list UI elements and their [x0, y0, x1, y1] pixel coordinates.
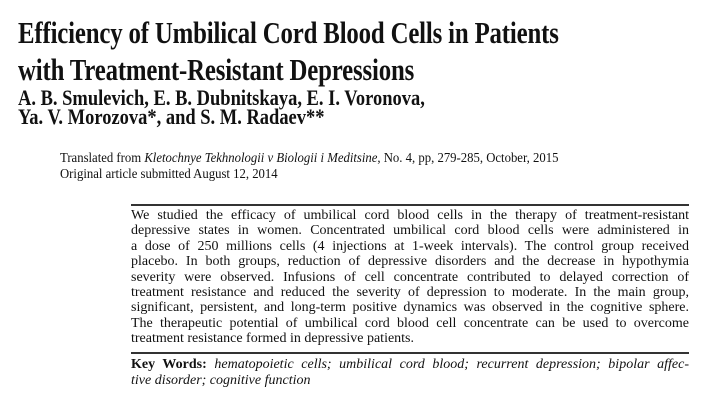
paper-title: Efficiency of Umbilical Cord Blood Cells…	[18, 14, 559, 88]
abstract-line: a dose of 250 millions cells (4 injectio…	[131, 238, 689, 254]
key-words-line: tive disorder; cognitive function	[131, 373, 689, 389]
abstract-top-rule	[131, 204, 689, 206]
abstract-line: treatment resistance formed in depressiv…	[131, 331, 415, 347]
title-line: Efficiency of Umbilical Cord Blood Cells…	[18, 15, 559, 50]
abstract-line: depressive states in women. Concentrated…	[131, 223, 689, 239]
abstract-line: placebo. In both groups, reduction of de…	[131, 254, 689, 270]
key-words-label: Key Words:	[131, 357, 207, 372]
abstract-line: treatment resistance and reduced the sev…	[131, 285, 689, 301]
abstract-line: severity were observed. Infusions of cel…	[131, 269, 689, 285]
author-line: Ya. V. Morozova*, and S. M. Radaev**	[18, 104, 325, 129]
abstract-bottom-rule	[131, 352, 689, 354]
abstract: We studied the efficacy of umbilical cor…	[131, 208, 689, 347]
translated-suffix: , No. 4, pp, 279-285, October, 2015	[377, 150, 559, 165]
translated-prefix: Translated from	[60, 150, 145, 165]
title-line: with Treatment-Resistant Depressions	[18, 52, 415, 87]
key-words-text: tive disorder; cognitive function	[131, 373, 311, 388]
abstract-line: significant, persistent, and long-term p…	[131, 300, 689, 316]
publication-info: Translated from Kletochnye Tekhnologii v…	[60, 150, 558, 182]
key-words: Key Words: hematopoietic cells; umbilica…	[131, 357, 689, 389]
submitted-date: Original article submitted August 12, 20…	[60, 166, 278, 181]
key-words-line: Key Words: hematopoietic cells; umbilica…	[131, 357, 689, 373]
key-words-text: hematopoietic cells; umbilical cord bloo…	[206, 357, 689, 372]
abstract-line: The therapeutic potential of umbilical c…	[131, 315, 689, 331]
abstract-line: We studied the efficacy of umbilical cor…	[131, 208, 689, 223]
authors: A. B. Smulevich, E. B. Dubnitskaya, E. I…	[18, 85, 425, 129]
author-line: A. B. Smulevich, E. B. Dubnitskaya, E. I…	[18, 85, 425, 110]
journal-name: Kletochnye Tekhnologii v Biologii i Medi…	[144, 150, 378, 165]
translated-from: Translated from Kletochnye Tekhnologii v…	[60, 150, 558, 166]
